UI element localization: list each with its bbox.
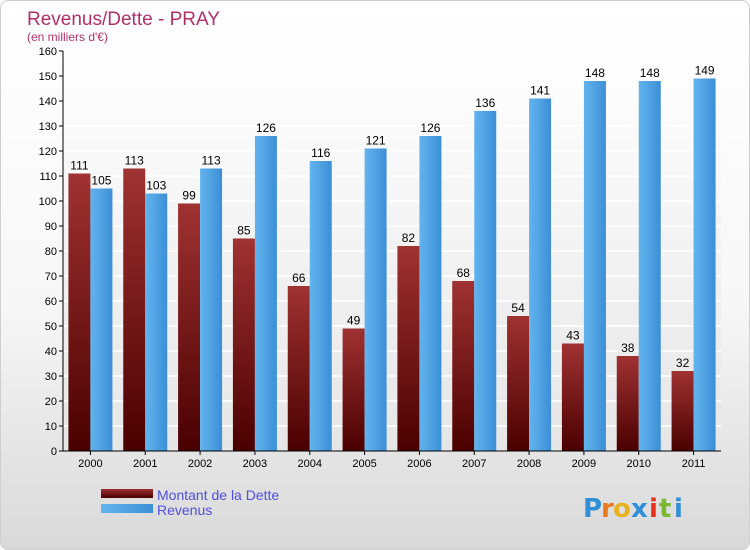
y-axis: 0 10 20 30 40 50 60 70 80 90 100 110 120 130 140 150 160 (39, 46, 64, 458)
bar-debt (342, 328, 365, 451)
data-label: 103 (146, 179, 166, 193)
data-label: 148 (640, 66, 660, 80)
y-tick-label: 30 (45, 371, 57, 383)
bar-revenus (529, 98, 552, 451)
x-tick-label: 2010 (627, 458, 651, 470)
bar-debt (68, 173, 91, 451)
x-tick-label: 2004 (298, 458, 322, 470)
chart-title: Revenus/Dette - PRAY (27, 9, 220, 30)
bar-debt (616, 356, 639, 451)
chart-subtitle: (en milliers d'€) (27, 30, 108, 44)
bars (68, 78, 716, 451)
data-label: 66 (292, 271, 306, 285)
data-label: 148 (585, 66, 605, 80)
y-tick-label: 130 (39, 121, 57, 133)
y-tick-label: 140 (39, 96, 57, 108)
y-tick-label: 20 (45, 396, 57, 408)
y-tick-label: 90 (45, 221, 57, 233)
x-tick-label: 2002 (188, 458, 212, 470)
svg-text:t: t (659, 494, 671, 524)
x-tick-label: 2000 (78, 458, 102, 470)
bar-debt (397, 246, 420, 451)
data-label: 126 (256, 121, 276, 135)
y-tick-label: 160 (39, 46, 57, 58)
bar-debt (452, 281, 475, 451)
y-tick-label: 60 (45, 296, 57, 308)
legend-swatch-revenus (101, 504, 153, 513)
bar-debt (507, 316, 530, 451)
bar-revenus (145, 193, 168, 451)
data-labels: 1111051131039911385126661164912182126681… (70, 64, 715, 371)
data-label: 136 (475, 96, 495, 110)
x-tick-label: 2005 (352, 458, 376, 470)
proxiti-logo: P r o x i t i (583, 494, 683, 524)
y-tick-label: 40 (45, 346, 57, 358)
data-label: 85 (237, 224, 251, 238)
y-tick-label: 50 (45, 321, 57, 333)
data-label: 121 (366, 134, 386, 148)
data-label: 49 (347, 314, 361, 328)
data-label: 113 (125, 154, 144, 168)
data-label: 68 (457, 266, 471, 280)
x-tick-label: 2003 (243, 458, 267, 470)
data-label: 141 (530, 84, 550, 98)
bar-debt (123, 168, 146, 451)
y-tick-label: 150 (39, 71, 57, 83)
y-tick-label: 80 (45, 246, 57, 258)
svg-text:P: P (583, 494, 602, 524)
data-label: 126 (420, 121, 440, 135)
y-tick-label: 100 (39, 196, 57, 208)
x-tick-label: 2001 (133, 458, 157, 470)
x-tick-label: 2008 (517, 458, 541, 470)
bar-revenus (200, 168, 223, 451)
data-label: 32 (676, 356, 690, 370)
x-tick-label: 2006 (407, 458, 431, 470)
bar-debt (287, 286, 310, 451)
y-tick-label: 0 (51, 446, 57, 458)
legend-label-revenus: Revenus (157, 502, 212, 518)
svg-text:i: i (674, 494, 683, 524)
legend: Montant de la Dette Revenus (101, 487, 279, 518)
bar-revenus (638, 81, 661, 451)
bar-debt (232, 238, 255, 451)
data-label: 99 (182, 189, 196, 203)
grid-lines (63, 50, 721, 427)
bar-revenus (90, 188, 113, 451)
bar-revenus (364, 148, 387, 451)
bar-debt (561, 343, 584, 451)
data-label: 105 (91, 174, 111, 188)
data-label: 43 (566, 329, 580, 343)
bar-debt (178, 203, 201, 451)
y-tick-label: 10 (45, 421, 57, 433)
bar-revenus (693, 78, 716, 451)
svg-text:o: o (613, 494, 631, 524)
data-label: 54 (511, 301, 525, 315)
y-tick-label: 120 (39, 146, 57, 158)
bar-revenus (419, 136, 442, 451)
svg-text:r: r (601, 494, 614, 524)
data-label: 111 (70, 159, 89, 173)
y-tick-label: 70 (45, 271, 57, 283)
y-tick-label: 110 (39, 171, 57, 183)
bar-debt (671, 371, 694, 451)
svg-text:x: x (631, 494, 648, 524)
x-tick-label: 2007 (462, 458, 486, 470)
bar-revenus (254, 136, 277, 451)
legend-swatch-debt (101, 489, 153, 498)
data-label: 38 (621, 341, 635, 355)
data-label: 113 (202, 154, 221, 168)
x-tick-label: 2009 (572, 458, 596, 470)
data-label: 82 (402, 231, 416, 245)
bar-revenus (583, 81, 606, 451)
svg-text:i: i (649, 494, 658, 524)
x-axis: 2000 2001 2002 2003 2004 2005 2006 2007 2008 2009… (63, 450, 721, 470)
bar-revenus (474, 111, 497, 451)
data-label: 149 (695, 64, 715, 78)
data-label: 116 (311, 146, 330, 160)
x-tick-label: 2011 (682, 458, 706, 470)
legend-label-debt: Montant de la Dette (157, 487, 279, 503)
bar-revenus (309, 161, 332, 451)
